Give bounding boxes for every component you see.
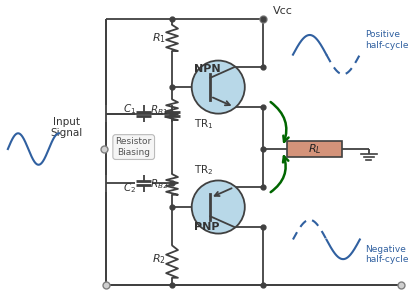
Text: TR$_1$: TR$_1$ xyxy=(193,118,214,131)
Text: Positive
half-cycle: Positive half-cycle xyxy=(365,30,408,50)
Circle shape xyxy=(192,181,245,234)
Text: $R_2$: $R_2$ xyxy=(152,252,166,265)
Text: $R_1$: $R_1$ xyxy=(152,31,166,45)
Text: $C_2$: $C_2$ xyxy=(123,182,136,195)
Text: PNP: PNP xyxy=(193,222,219,231)
FancyBboxPatch shape xyxy=(287,141,342,157)
Text: $C_1$: $C_1$ xyxy=(123,102,136,116)
Text: TR$_2$: TR$_2$ xyxy=(193,163,213,177)
Text: $R_{B1}$: $R_{B1}$ xyxy=(150,103,168,116)
Text: Vcc: Vcc xyxy=(273,6,293,16)
Text: $R_L$: $R_L$ xyxy=(308,142,322,156)
Text: NPN: NPN xyxy=(193,64,220,74)
Text: Input
Signal: Input Signal xyxy=(51,116,83,138)
Circle shape xyxy=(192,61,245,114)
Text: $R_{B2}$: $R_{B2}$ xyxy=(150,178,168,191)
Text: Negative
half-cycle: Negative half-cycle xyxy=(365,244,408,264)
Text: Resistor
Biasing: Resistor Biasing xyxy=(116,137,152,157)
